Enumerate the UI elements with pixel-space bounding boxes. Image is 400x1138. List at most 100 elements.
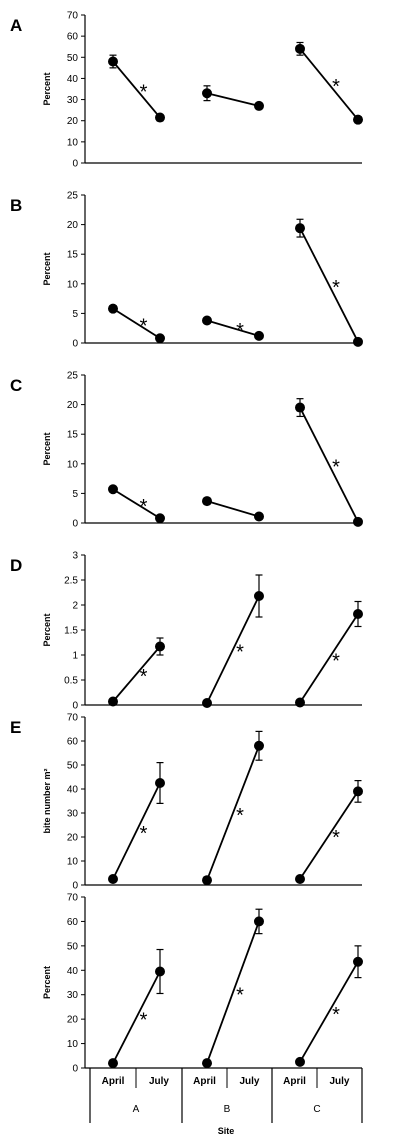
significance-marker: *: [140, 823, 148, 845]
y-tick-label: 60: [67, 737, 79, 748]
y-tick-label: 10: [67, 279, 79, 290]
y-tick-label: 5: [72, 489, 78, 500]
significance-marker: *: [140, 1009, 148, 1031]
series-line: [206, 921, 260, 1064]
data-point: [254, 100, 264, 111]
significance-marker: *: [140, 666, 148, 688]
data-point: [202, 875, 212, 886]
y-tick-label: 20: [67, 116, 79, 127]
y-tick-label: 20: [67, 220, 79, 231]
category-label-april: April: [102, 1076, 125, 1087]
series-line: [206, 595, 260, 704]
data-point: [353, 336, 363, 347]
significance-marker: *: [140, 315, 148, 337]
data-point: [295, 402, 305, 413]
series-line: [206, 500, 260, 518]
significance-marker: *: [332, 277, 340, 299]
series-line: [206, 319, 260, 337]
significance-marker: *: [332, 827, 340, 849]
significance-marker: *: [236, 805, 244, 827]
data-point: [155, 966, 165, 977]
y-tick-label: 10: [67, 137, 79, 148]
y-tick-label: 70: [67, 893, 79, 904]
y-tick-label: 70: [67, 11, 79, 22]
data-point: [108, 56, 118, 67]
y-axis-label: bite number m²: [42, 768, 52, 833]
category-label-july: July: [329, 1076, 349, 1087]
data-point: [108, 484, 118, 495]
category-label-april: April: [193, 1076, 216, 1087]
data-point: [202, 496, 212, 507]
y-tick-label: 20: [67, 400, 79, 411]
data-point: [108, 1058, 118, 1069]
series-line: [299, 227, 359, 343]
y-tick-label: 50: [67, 941, 79, 952]
panel-letter: E: [10, 718, 21, 737]
series-line: [299, 48, 359, 121]
site-label: C: [313, 1104, 320, 1115]
y-tick-label: 15: [67, 430, 79, 441]
data-point: [108, 303, 118, 314]
y-tick-label: 25: [67, 371, 79, 382]
y-tick-label: 70: [67, 713, 79, 724]
y-tick-label: 40: [67, 966, 79, 977]
y-tick-label: 30: [67, 95, 79, 106]
y-tick-label: 10: [67, 1039, 79, 1050]
chart-panel-D: D 0 0.5 1 1.5 2 2.5 3 Percent * * *: [10, 551, 363, 712]
data-point: [353, 956, 363, 967]
data-point: [295, 874, 305, 884]
chart-panel-B: B 0 5 10 15 20 25 Percent * * *: [10, 191, 363, 350]
panel-letter: B: [10, 196, 22, 215]
data-point: [155, 513, 165, 524]
data-point: [155, 641, 165, 652]
data-point: [254, 591, 264, 601]
significance-marker: *: [236, 642, 244, 664]
y-tick-label: 0: [72, 339, 78, 350]
y-tick-label: 5: [72, 309, 78, 320]
y-tick-label: 40: [67, 74, 79, 85]
y-tick-label: 3: [72, 551, 78, 562]
data-point: [254, 511, 264, 522]
y-tick-label: 0: [72, 701, 78, 712]
y-tick-label: 25: [67, 191, 79, 202]
data-point: [108, 696, 118, 707]
y-tick-label: 1: [72, 651, 78, 662]
data-point: [254, 740, 264, 751]
y-tick-label: 0: [72, 881, 78, 892]
series-line: [299, 961, 359, 1063]
significance-marker: *: [140, 496, 148, 518]
significance-marker: *: [236, 320, 244, 342]
y-axis-label: Percent: [42, 613, 52, 646]
y-axis-label: Percent: [42, 966, 52, 999]
category-label-april: April: [283, 1076, 306, 1087]
y-tick-label: 0: [72, 159, 78, 170]
y-tick-label: 2: [72, 601, 78, 612]
y-tick-label: 20: [67, 833, 79, 844]
significance-marker: *: [332, 76, 340, 98]
data-point: [295, 1056, 305, 1067]
y-tick-label: 50: [67, 761, 79, 772]
series-line: [112, 782, 161, 880]
data-point: [254, 916, 264, 927]
data-point: [202, 1058, 212, 1069]
significance-marker: *: [140, 82, 148, 104]
y-tick-label: 0: [72, 1064, 78, 1075]
y-tick-label: 30: [67, 990, 79, 1001]
y-tick-label: 0: [72, 519, 78, 530]
y-tick-label: 0.5: [64, 676, 78, 687]
series-line: [299, 790, 359, 880]
y-axis-label: Percent: [42, 252, 52, 285]
data-point: [202, 88, 212, 99]
series-line: [206, 745, 260, 881]
category-label-july: July: [149, 1076, 169, 1087]
y-tick-label: 1.5: [64, 626, 78, 637]
y-tick-label: 60: [67, 917, 79, 928]
y-tick-label: 2.5: [64, 576, 78, 587]
significance-marker: *: [332, 457, 340, 479]
data-point: [353, 114, 363, 125]
y-tick-label: 15: [67, 250, 79, 261]
series-line: [112, 307, 161, 340]
category-label-july: July: [239, 1076, 259, 1087]
